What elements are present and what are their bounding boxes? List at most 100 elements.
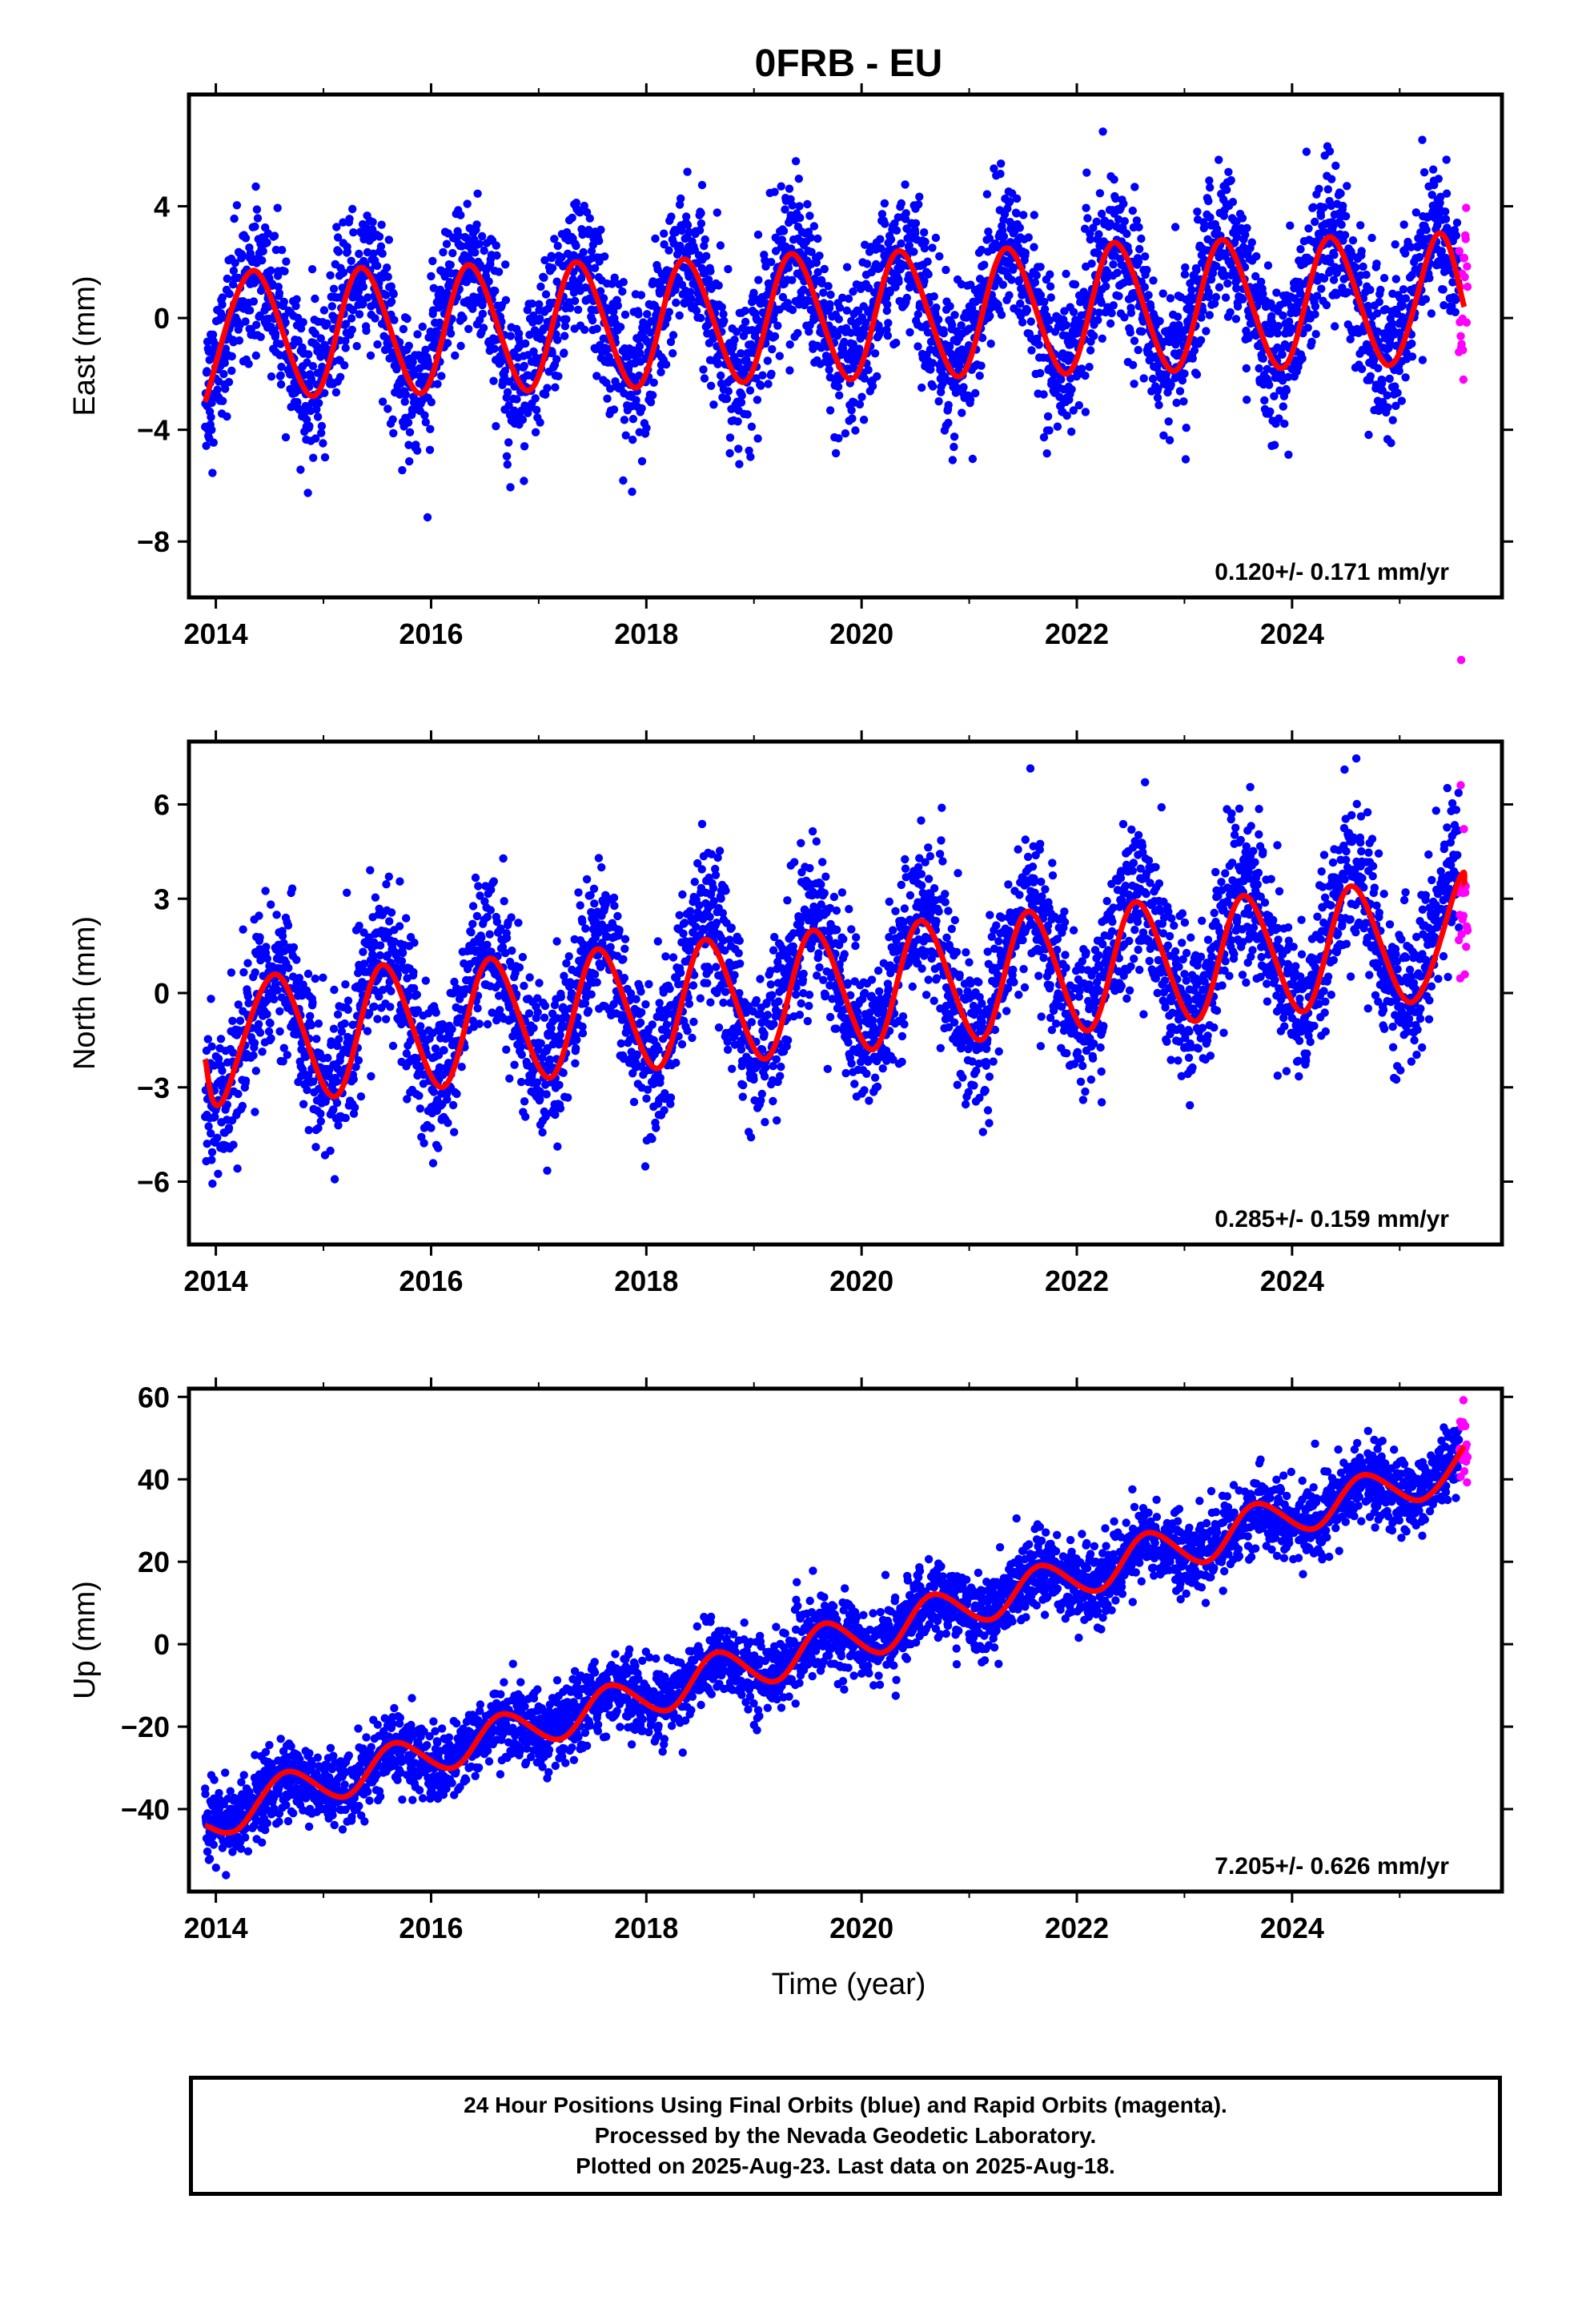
final-point — [585, 214, 594, 223]
final-point — [1379, 274, 1389, 283]
final-point — [1239, 295, 1247, 304]
final-point — [1397, 396, 1407, 405]
final-point — [1043, 412, 1053, 421]
final-point — [1012, 209, 1021, 218]
final-point — [316, 1109, 325, 1118]
final-point — [713, 359, 723, 368]
final-point — [330, 985, 339, 995]
final-point — [1205, 311, 1215, 320]
final-point — [551, 1110, 560, 1120]
final-point — [262, 943, 271, 951]
final-point — [340, 1019, 349, 1028]
final-point — [232, 201, 242, 210]
final-point — [851, 426, 860, 435]
final-point — [303, 969, 313, 979]
final-point — [1436, 192, 1445, 201]
final-point — [646, 398, 656, 407]
final-point — [730, 336, 739, 344]
final-point — [508, 946, 516, 955]
final-point — [1204, 196, 1213, 206]
final-point — [213, 1133, 222, 1143]
final-point — [767, 369, 776, 378]
final-point — [429, 1088, 438, 1096]
final-point — [665, 308, 673, 316]
final-point — [283, 921, 293, 930]
final-point — [1018, 318, 1027, 327]
final-point — [842, 306, 852, 315]
final-point — [405, 428, 415, 436]
final-point — [1178, 376, 1187, 385]
final-point — [415, 1092, 424, 1100]
final-point — [892, 226, 901, 235]
final-point — [425, 362, 434, 371]
final-point — [1311, 302, 1320, 311]
final-point — [1113, 268, 1122, 277]
final-point — [362, 326, 371, 336]
final-point — [555, 1040, 564, 1049]
final-point — [256, 332, 265, 341]
final-point — [700, 374, 709, 383]
final-point — [332, 1099, 342, 1108]
final-point — [835, 391, 844, 400]
final-point — [835, 304, 845, 312]
final-point — [1283, 372, 1293, 381]
final-point — [395, 922, 404, 931]
final-point — [1211, 292, 1221, 302]
final-point — [1164, 417, 1173, 426]
final-point — [271, 329, 280, 338]
rapid-point — [1463, 282, 1472, 292]
final-point — [807, 247, 816, 256]
final-point — [1370, 356, 1379, 364]
final-point — [1114, 292, 1123, 300]
final-point — [683, 220, 693, 230]
final-point — [1130, 380, 1138, 388]
final-point — [556, 1031, 564, 1039]
final-point — [323, 1053, 332, 1063]
final-point — [244, 999, 253, 1008]
final-point — [224, 1124, 234, 1132]
final-point — [224, 377, 234, 387]
final-point — [273, 986, 282, 995]
final-point — [1374, 364, 1383, 372]
final-point — [699, 365, 708, 374]
final-point — [915, 192, 924, 201]
final-point — [616, 323, 625, 332]
final-point — [1062, 411, 1071, 420]
final-point — [404, 341, 413, 350]
final-point — [279, 297, 288, 307]
x-tick-label: 2024 — [1260, 617, 1324, 650]
final-point — [580, 999, 590, 1008]
final-point — [862, 259, 872, 268]
final-point — [255, 933, 264, 942]
final-point — [533, 1007, 542, 1017]
final-point — [1130, 183, 1139, 191]
final-point — [463, 199, 472, 208]
final-point — [446, 329, 456, 338]
final-point — [1356, 221, 1365, 230]
final-point — [1259, 289, 1267, 299]
final-point — [221, 344, 231, 353]
final-point — [337, 1027, 347, 1036]
final-point — [1182, 424, 1191, 432]
final-point — [1097, 209, 1106, 219]
x-tick-label: 2018 — [614, 617, 678, 650]
final-point — [316, 334, 325, 343]
final-point — [1199, 223, 1209, 233]
final-point — [1401, 294, 1411, 303]
final-point — [516, 1043, 525, 1051]
final-point — [1255, 364, 1263, 373]
final-point — [569, 288, 579, 297]
final-point — [250, 1039, 259, 1047]
final-point — [1251, 271, 1260, 281]
final-point — [308, 362, 318, 371]
final-point — [251, 968, 259, 977]
final-point — [1081, 371, 1090, 380]
final-point — [326, 1146, 335, 1156]
final-point — [504, 401, 513, 410]
final-point — [763, 356, 772, 365]
final-point — [564, 952, 573, 961]
final-point — [1296, 245, 1305, 254]
final-point — [1081, 408, 1090, 416]
final-point — [397, 374, 406, 384]
